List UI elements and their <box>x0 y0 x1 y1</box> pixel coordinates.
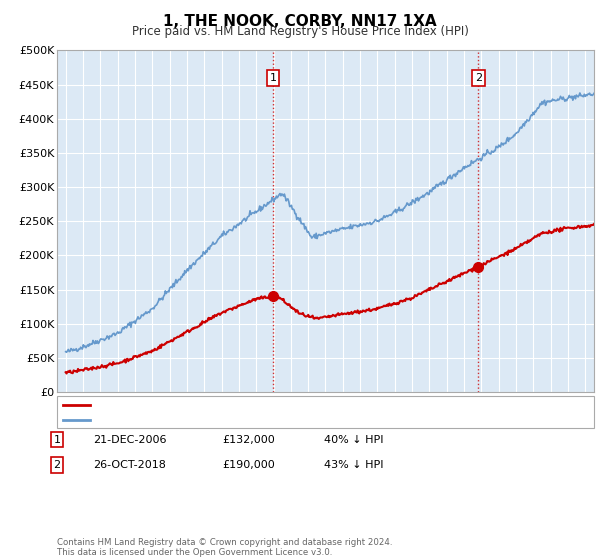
Text: 40% ↓ HPI: 40% ↓ HPI <box>324 435 383 445</box>
Text: 43% ↓ HPI: 43% ↓ HPI <box>324 460 383 470</box>
Text: £132,000: £132,000 <box>222 435 275 445</box>
Text: 1: 1 <box>269 73 277 83</box>
Text: 26-OCT-2018: 26-OCT-2018 <box>93 460 166 470</box>
Text: 1, THE NOOK, CORBY, NN17 1XA: 1, THE NOOK, CORBY, NN17 1XA <box>163 14 437 29</box>
Text: 2: 2 <box>53 460 61 470</box>
Text: HPI: Average price, detached house, North Northamptonshire: HPI: Average price, detached house, Nort… <box>96 416 416 425</box>
Text: 2: 2 <box>475 73 482 83</box>
Text: Price paid vs. HM Land Registry's House Price Index (HPI): Price paid vs. HM Land Registry's House … <box>131 25 469 38</box>
Text: 1, THE NOOK, CORBY, NN17 1XA (detached house): 1, THE NOOK, CORBY, NN17 1XA (detached h… <box>96 400 361 410</box>
Text: 21-DEC-2006: 21-DEC-2006 <box>93 435 167 445</box>
Text: Contains HM Land Registry data © Crown copyright and database right 2024.
This d: Contains HM Land Registry data © Crown c… <box>57 538 392 557</box>
Text: 1: 1 <box>53 435 61 445</box>
Text: £190,000: £190,000 <box>222 460 275 470</box>
